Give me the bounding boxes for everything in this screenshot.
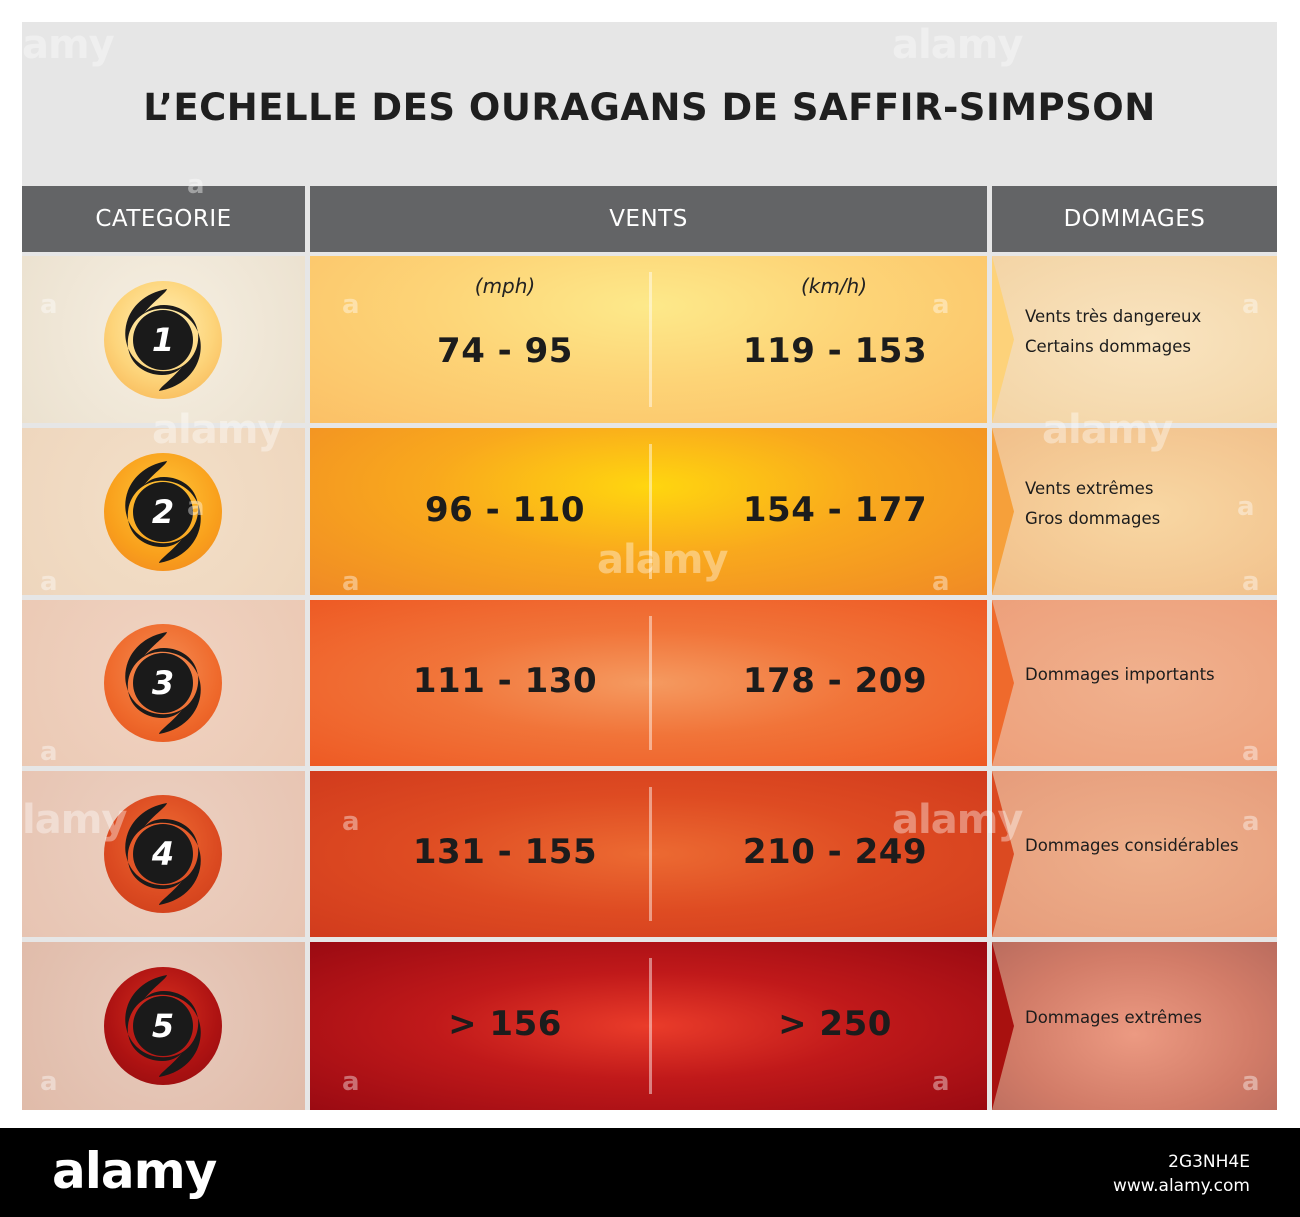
footer-bar: alamy 2G3NH4E www.alamy.com: [0, 1128, 1300, 1217]
hurricane-icon: 2: [104, 452, 222, 571]
arrow-icon: [992, 256, 1018, 423]
wind-divider: [649, 616, 652, 750]
damage-cell: Dommages considérables: [992, 771, 1277, 937]
title-band: L’ECHELLE DES OURAGANS DE SAFFIR-SIMPSON: [22, 22, 1277, 186]
damage-description: Dommages considérables: [1025, 831, 1239, 861]
category-number: 5: [152, 1007, 174, 1045]
damage-cell: Vents extrêmes Gros dommages: [992, 428, 1277, 595]
arrow-icon: [992, 428, 1018, 595]
category-cell: 3: [22, 600, 305, 766]
damage-line: Certains dommages: [1025, 336, 1191, 356]
category-number: 2: [152, 493, 174, 531]
wind-kmh: 210 - 249: [742, 832, 928, 872]
category-cell: 1: [22, 256, 305, 423]
wind-divider: [649, 958, 652, 1094]
hurricane-icon: 4: [104, 795, 222, 913]
scale-row: 1 (mph) (km/h) 74 - 95 119 - 153 Vents très d…: [22, 256, 1277, 423]
category-cell: 2: [22, 428, 305, 595]
damage-line: Gros dommages: [1025, 508, 1161, 528]
damage-description: Vents extrêmes Gros dommages: [1025, 474, 1160, 534]
scale-row: 5 > 156 > 250 Dommages extrêmes: [22, 942, 1277, 1110]
wind-cell: (mph) (km/h) 74 - 95 119 - 153: [310, 256, 987, 423]
site-url: www.alamy.com: [1112, 1176, 1250, 1196]
damage-cell: Dommages importants: [992, 600, 1277, 766]
wind-cell: 111 - 130 178 - 209: [310, 600, 987, 766]
wind-kmh: 154 - 177: [742, 489, 928, 530]
hurricane-icon: 1: [104, 280, 222, 399]
scale-row: 3 111 - 130 178 - 209 Dommages importants: [22, 600, 1277, 766]
wind-kmh: 178 - 209: [742, 661, 928, 701]
infographic: L’ECHELLE DES OURAGANS DE SAFFIR-SIMPSON…: [22, 22, 1277, 1110]
scale-row: 2 96 - 110 154 - 177 Vents extrêmes Gros dom…: [22, 428, 1277, 595]
wind-mph: 74 - 95: [437, 331, 573, 371]
arrow-icon: [992, 942, 1018, 1110]
wind-cell: 96 - 110 154 - 177: [310, 428, 987, 595]
wind-cell: 131 - 155 210 - 249: [310, 771, 987, 937]
hurricane-icon: 3: [104, 624, 222, 742]
damage-line: Dommages extrêmes: [1025, 1008, 1203, 1027]
wind-cell: > 156 > 250: [310, 942, 987, 1110]
category-number: 1: [152, 321, 174, 359]
wind-divider: [649, 787, 652, 921]
wind-mph: > 156: [448, 1004, 562, 1044]
damage-description: Vents très dangereux Certains dommages: [1025, 302, 1201, 362]
damage-line: Dommages considérables: [1025, 836, 1239, 855]
page-title: L’ECHELLE DES OURAGANS DE SAFFIR-SIMPSON: [143, 85, 1156, 129]
footer-logo: alamy: [52, 1142, 217, 1200]
damage-description: Dommages extrêmes: [1025, 1003, 1202, 1033]
category-number: 3: [152, 664, 174, 702]
category-number: 4: [151, 835, 174, 873]
wind-mph: 131 - 155: [412, 832, 598, 872]
unit-kmh: (km/h): [800, 274, 868, 298]
damage-line: Vents très dangereux: [1025, 306, 1202, 326]
arrow-icon: [992, 600, 1018, 766]
wind-divider: [649, 272, 652, 407]
wind-kmh: > 250: [778, 1004, 892, 1044]
wind-kmh: 119 - 153: [742, 331, 928, 371]
damage-cell: Vents très dangereux Certains dommages: [992, 256, 1277, 423]
wind-mph: 111 - 130: [412, 661, 598, 701]
damage-cell: Dommages extrêmes: [992, 942, 1277, 1110]
hurricane-icon: 5: [104, 967, 222, 1085]
header-winds: VENTS: [310, 186, 987, 252]
header-category: CATEGORIE: [22, 186, 305, 252]
unit-mph: (mph): [474, 274, 536, 298]
header-damage: DOMMAGES: [992, 186, 1277, 252]
damage-line: Vents extrêmes: [1025, 478, 1154, 498]
footer-image-id: 2G3NH4E www.alamy.com: [1113, 1150, 1250, 1198]
image-id: 2G3NH4E: [1168, 1152, 1250, 1172]
damage-description: Dommages importants: [1025, 660, 1215, 690]
wind-mph: 96 - 110: [424, 489, 586, 530]
wind-divider: [649, 444, 652, 579]
category-cell: 4: [22, 771, 305, 937]
damage-line: Dommages importants: [1025, 665, 1215, 684]
scale-row: 4 131 - 155 210 - 249 Dommages considérable…: [22, 771, 1277, 937]
arrow-icon: [992, 771, 1018, 937]
category-cell: 5: [22, 942, 305, 1110]
